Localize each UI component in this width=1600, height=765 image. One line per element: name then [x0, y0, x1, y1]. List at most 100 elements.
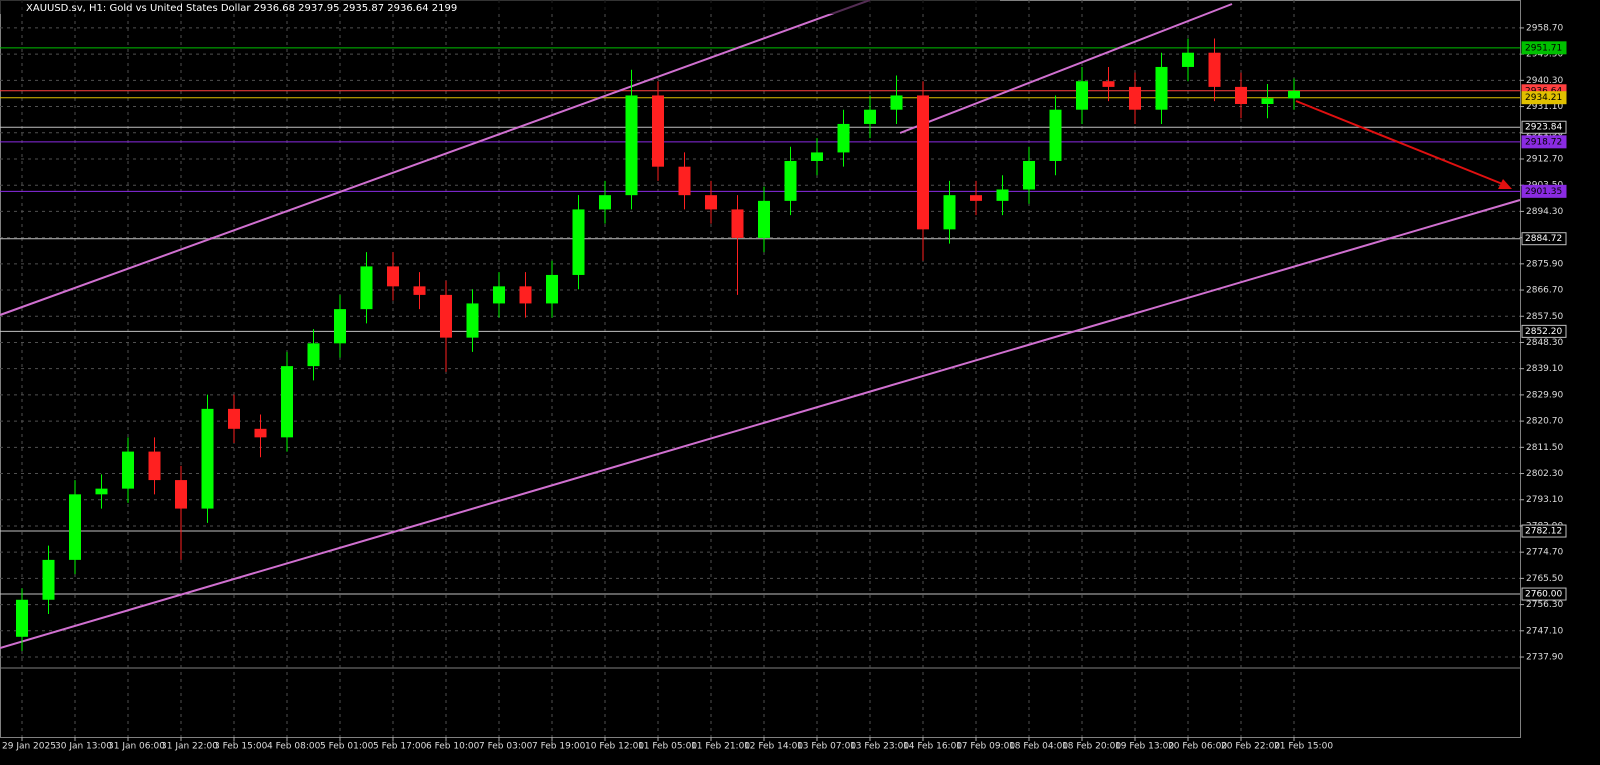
x-tick-label: 13 Feb 23:00: [850, 742, 909, 752]
x-tick-label: 11 Feb 21:00: [691, 742, 750, 752]
candle-body: [996, 189, 1009, 201]
candle-body: [890, 95, 903, 110]
x-tick-label: 29 Jan 2025: [2, 742, 56, 752]
x-tick-label: 14 Feb 16:00: [903, 742, 962, 752]
candle-body: [69, 494, 81, 560]
arrow-head: [1498, 179, 1512, 189]
level-label-box: [1521, 135, 1567, 149]
trend-line: [899, 3, 1233, 134]
x-tick-label: 12 Feb 14:00: [744, 742, 803, 752]
level-label-box: [1521, 524, 1567, 538]
candle-body: [678, 166, 691, 196]
candle-body: [519, 286, 532, 304]
candle-body: [599, 195, 611, 210]
candle-body: [917, 95, 929, 230]
x-tick-label: 4 Feb 08:00: [267, 742, 321, 752]
candle-body: [1023, 160, 1035, 190]
y-tick-label: 2894.30: [1526, 207, 1563, 217]
candle-body: [16, 599, 28, 637]
candle-body: [1288, 90, 1300, 99]
candle-body: [784, 160, 797, 201]
y-tick-label: 2958.70: [1526, 23, 1563, 33]
candle-body: [970, 195, 982, 201]
candle-body: [387, 266, 399, 287]
x-tick-label: 19 Feb 13:00: [1115, 742, 1174, 752]
price-axis: 2958.702949.502940.302931.102921.902912.…: [2, 23, 1567, 752]
y-tick-label: 2756.30: [1526, 600, 1563, 610]
level-label-box: [1521, 587, 1567, 601]
level-label: 2923.84: [1525, 123, 1562, 133]
level-label: 2951.71: [1525, 43, 1562, 53]
candle-body: [254, 428, 267, 438]
x-tick-label: 13 Feb 07:00: [797, 742, 856, 752]
y-tick-label: 2737.90: [1526, 653, 1563, 663]
candle-body: [95, 488, 108, 495]
y-tick-label: 2747.10: [1526, 626, 1563, 636]
arrow-line: [1295, 100, 1506, 186]
x-tick-label: 20 Feb 06:00: [1168, 742, 1227, 752]
candle-body: [360, 266, 373, 310]
candle-body: [1049, 109, 1062, 161]
candle-body: [201, 408, 214, 509]
y-tick-label: 2940.30: [1526, 76, 1563, 86]
level-label: 2760.00: [1525, 590, 1562, 600]
candle-body: [1102, 81, 1115, 87]
candle-body: [1155, 66, 1168, 110]
level-label: 2901.35: [1525, 187, 1562, 197]
candle-body: [281, 366, 293, 438]
y-tick-label: 2848.30: [1526, 338, 1563, 348]
trend-line: [0, 0, 871, 316]
y-tick-label: 2866.70: [1526, 286, 1563, 296]
y-tick-label: 2802.30: [1526, 469, 1563, 479]
level-label: 2934.21: [1525, 93, 1562, 103]
level-label-box: [1521, 41, 1567, 55]
y-tick-label: 2949.50: [1526, 50, 1563, 60]
candle-body: [705, 195, 717, 210]
candle-body: [175, 480, 187, 509]
candle-body: [148, 451, 161, 481]
y-tick-label: 2839.10: [1526, 364, 1563, 374]
level-label: 2884.72: [1525, 234, 1562, 244]
candle-body: [837, 123, 850, 153]
level-label-box: [1521, 232, 1567, 246]
grid: [0, 0, 1520, 737]
candle-body: [731, 209, 744, 238]
candle-body: [493, 286, 505, 304]
x-tick-label: 5 Feb 17:00: [373, 742, 427, 752]
y-tick-label: 2774.70: [1526, 548, 1563, 558]
x-tick-label: 7 Feb 03:00: [479, 742, 533, 752]
candle-body: [440, 294, 452, 338]
candle-body: [1182, 52, 1194, 67]
y-tick-label: 2875.90: [1526, 259, 1563, 269]
candle-body: [546, 274, 558, 304]
candle-body: [122, 451, 134, 489]
candle-body: [758, 200, 770, 238]
y-tick-label: 2829.90: [1526, 390, 1563, 400]
level-label-box: [1521, 91, 1567, 105]
y-tick-label: 2912.70: [1526, 154, 1563, 164]
x-tick-label: 30 Jan 13:00: [55, 742, 112, 752]
level-label-box: [1521, 324, 1567, 338]
x-tick-label: 6 Feb 10:00: [426, 742, 480, 752]
y-tick-label: 2931.10: [1526, 102, 1563, 112]
level-label-box: [1521, 184, 1567, 198]
candle-body: [652, 95, 664, 167]
candle-body: [334, 309, 346, 344]
candle-body: [1261, 98, 1274, 104]
x-tick-label: 31 Jan 06:00: [108, 742, 165, 752]
x-tick-label: 10 Feb 12:00: [585, 742, 644, 752]
x-tick-label: 21 Feb 15:00: [1274, 742, 1333, 752]
candle-body: [42, 559, 55, 600]
x-tick-label: 18 Feb 20:00: [1062, 742, 1121, 752]
candle-body: [307, 343, 320, 367]
candle-body: [228, 408, 240, 429]
candle-body: [1129, 86, 1141, 110]
candle-body: [1208, 52, 1221, 87]
candle-body: [572, 209, 585, 275]
x-tick-label: 5 Feb 01:00: [320, 742, 374, 752]
level-label: 2918.72: [1525, 137, 1562, 147]
y-tick-label: 2857.50: [1526, 312, 1563, 322]
candle-body: [1235, 86, 1247, 104]
candle-body: [943, 195, 956, 230]
